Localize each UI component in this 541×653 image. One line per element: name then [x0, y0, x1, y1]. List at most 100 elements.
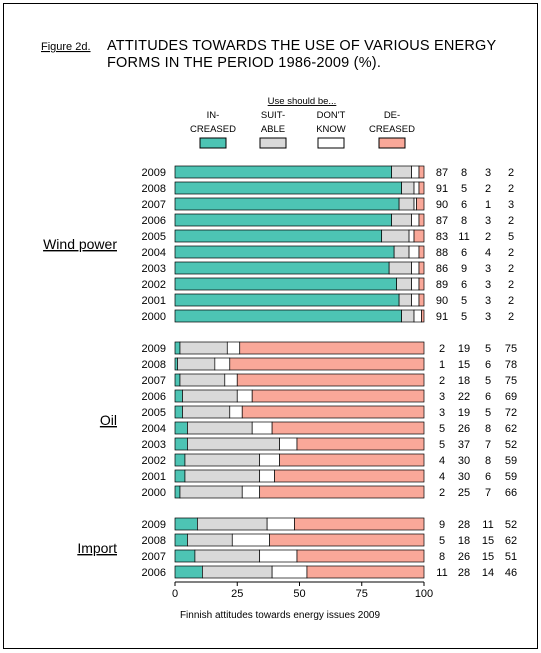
value-wind-power-2009-increased: 87	[436, 167, 448, 179]
value-import-2006-suitable: 28	[458, 567, 470, 579]
bar-import-2007-dont_know	[259, 549, 298, 563]
value-import-2009-dont_know: 11	[482, 519, 493, 531]
bar-oil-2005-suitable	[182, 405, 231, 419]
bar-import-2006-suitable	[202, 565, 273, 579]
x-tick-label-75: 75	[356, 588, 368, 600]
value-oil-2001-suitable: 30	[458, 471, 470, 483]
bar-oil-2003-suitable	[187, 437, 280, 451]
bar-oil-2009-increased	[174, 341, 181, 355]
value-wind-power-2007-dont_know: 1	[485, 199, 491, 211]
x-tick-label-25: 25	[231, 588, 243, 600]
value-wind-power-2004-increased: 88	[436, 247, 448, 259]
value-import-2007-dont_know: 15	[482, 551, 494, 563]
bar-import-2006-dont_know	[271, 565, 308, 579]
bar-import-2008-increased	[174, 533, 188, 547]
year-label-import-2007: 2007	[142, 551, 166, 563]
bar-wind-power-2002-increased	[174, 277, 397, 291]
value-import-2007-suitable: 26	[458, 551, 470, 563]
value-import-2008-suitable: 18	[458, 535, 470, 547]
bar-oil-2004-suitable	[187, 421, 253, 435]
bar-import-2007-increased	[174, 549, 196, 563]
bar-oil-2009-dont_know	[226, 341, 241, 355]
value-wind-power-2006-decreased: 2	[508, 215, 514, 227]
bar-oil-2006-increased	[174, 389, 183, 403]
value-oil-2005-dont_know: 5	[485, 407, 491, 419]
year-label-wind-power-2005: 2005	[142, 231, 166, 243]
bar-oil-2001-dont_know	[259, 469, 275, 483]
value-import-2007-decreased: 51	[505, 551, 517, 563]
bar-wind-power-2004-decreased	[418, 245, 425, 259]
value-wind-power-2002-suitable: 6	[461, 279, 467, 291]
value-wind-power-2005-decreased: 5	[508, 231, 514, 243]
bar-oil-2005-decreased	[241, 405, 425, 419]
legend-label-increased-line1: IN-	[207, 110, 220, 121]
bar-import-2009-increased	[174, 517, 198, 531]
value-wind-power-2006-suitable: 8	[461, 215, 467, 227]
value-import-2006-increased: 11	[436, 567, 447, 579]
bar-oil-2002-increased	[174, 453, 186, 467]
value-wind-power-2001-decreased: 2	[508, 295, 514, 307]
value-wind-power-2001-suitable: 5	[461, 295, 467, 307]
value-wind-power-2005-suitable: 11	[458, 231, 469, 243]
bar-wind-power-2008-increased	[174, 181, 402, 195]
year-label-wind-power-2002: 2002	[142, 279, 166, 291]
bar-oil-2002-dont_know	[259, 453, 280, 467]
value-wind-power-2003-increased: 86	[436, 263, 448, 275]
value-oil-2001-dont_know: 6	[485, 471, 491, 483]
bar-wind-power-2003-suitable	[388, 261, 412, 275]
value-wind-power-2009-dont_know: 3	[485, 167, 491, 179]
bar-wind-power-2009-increased	[174, 165, 392, 179]
bar-oil-2000-dont_know	[241, 485, 261, 499]
value-wind-power-2002-decreased: 2	[508, 279, 514, 291]
value-oil-2008-increased: 1	[439, 359, 445, 371]
value-oil-2007-dont_know: 5	[485, 375, 491, 387]
legend-swatch-suitable	[259, 137, 287, 149]
year-label-wind-power-2006: 2006	[142, 215, 166, 227]
value-wind-power-2007-decreased: 3	[508, 199, 514, 211]
value-import-2009-increased: 9	[439, 519, 445, 531]
value-import-2006-decreased: 46	[505, 567, 517, 579]
value-wind-power-2003-decreased: 2	[508, 263, 514, 275]
bar-oil-2000-suitable	[179, 485, 243, 499]
value-oil-2002-increased: 4	[439, 455, 445, 467]
bar-oil-2002-decreased	[279, 453, 425, 467]
bar-import-2007-decreased	[296, 549, 425, 563]
bar-oil-2008-dont_know	[214, 357, 231, 371]
value-wind-power-2000-increased: 91	[436, 311, 448, 323]
value-import-2008-decreased: 62	[505, 535, 517, 547]
value-wind-power-2009-decreased: 2	[508, 167, 514, 179]
value-wind-power-2002-increased: 89	[436, 279, 448, 291]
bar-oil-2008-suitable	[177, 357, 216, 371]
bar-oil-2003-increased	[174, 437, 188, 451]
value-wind-power-2009-suitable: 8	[461, 167, 467, 179]
bar-wind-power-2001-increased	[174, 293, 400, 307]
value-oil-2005-decreased: 72	[505, 407, 517, 419]
value-import-2009-suitable: 28	[458, 519, 470, 531]
bar-import-2008-decreased	[269, 533, 425, 547]
bar-import-2006-decreased	[306, 565, 425, 579]
value-import-2008-dont_know: 15	[482, 535, 494, 547]
bar-oil-2004-increased	[174, 421, 188, 435]
bar-import-2008-dont_know	[231, 533, 270, 547]
value-oil-2004-decreased: 62	[505, 423, 517, 435]
year-label-wind-power-2000: 2000	[142, 311, 166, 323]
bar-wind-power-2006-decreased	[418, 213, 425, 227]
bar-wind-power-2006-increased	[174, 213, 392, 227]
value-oil-2005-suitable: 19	[458, 407, 470, 419]
bar-wind-power-2005-increased	[174, 229, 383, 243]
bar-wind-power-2001-suitable	[398, 293, 412, 307]
bar-wind-power-2001-decreased	[418, 293, 425, 307]
year-label-wind-power-2001: 2001	[142, 295, 166, 307]
value-oil-2002-dont_know: 8	[485, 455, 491, 467]
value-oil-2003-decreased: 52	[505, 439, 517, 451]
bar-oil-2007-decreased	[236, 373, 425, 387]
value-oil-2007-decreased: 75	[505, 375, 517, 387]
value-wind-power-2008-increased: 91	[436, 183, 448, 195]
bar-wind-power-2009-decreased	[418, 165, 425, 179]
bar-oil-2008-increased	[174, 357, 178, 371]
bar-wind-power-2006-dont_know	[411, 213, 420, 227]
bar-wind-power-2009-dont_know	[411, 165, 420, 179]
bar-oil-2004-dont_know	[251, 421, 273, 435]
legend-label-decreased-line2: CREASED	[369, 124, 415, 135]
year-label-wind-power-2007: 2007	[142, 199, 166, 211]
